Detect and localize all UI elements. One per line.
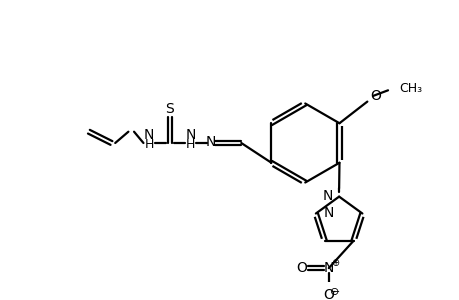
Text: N: N xyxy=(323,261,333,275)
Text: ⊕: ⊕ xyxy=(330,258,339,268)
Text: N: N xyxy=(206,135,216,149)
Text: S: S xyxy=(165,102,174,116)
Text: H: H xyxy=(144,138,153,152)
Text: N: N xyxy=(144,128,154,142)
Text: O: O xyxy=(296,261,306,275)
Text: H: H xyxy=(185,138,195,152)
Text: O: O xyxy=(323,288,334,300)
Text: CH₃: CH₃ xyxy=(398,82,421,95)
Text: ⊙: ⊙ xyxy=(329,286,338,297)
Text: O: O xyxy=(369,89,380,103)
Text: −: − xyxy=(331,286,340,297)
Text: N: N xyxy=(323,206,333,220)
Text: N: N xyxy=(185,128,195,142)
Text: N: N xyxy=(321,189,332,203)
